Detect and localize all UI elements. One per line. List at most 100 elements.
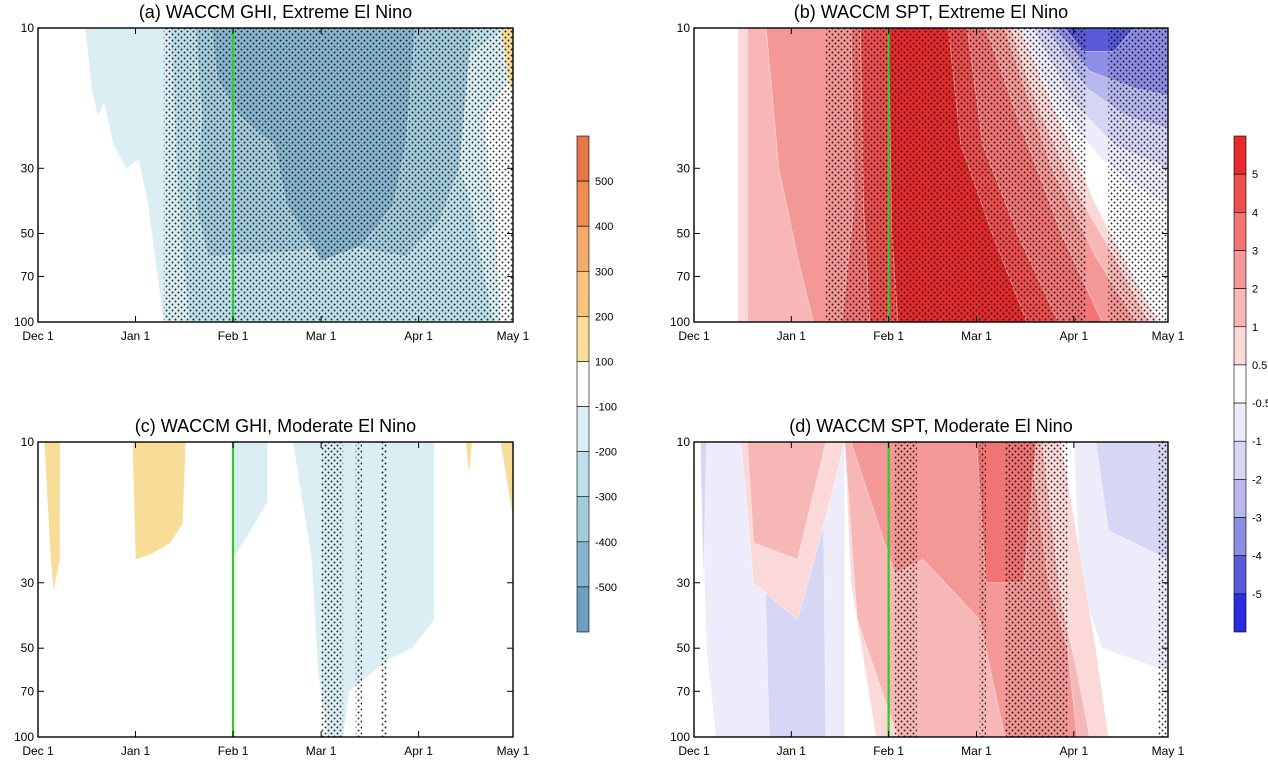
colorbar-box [1233,593,1247,633]
colorbar-box [576,316,590,362]
x-tick-label: Apr 1 [1059,329,1088,343]
y-tick-label: 10 [21,21,35,35]
x-tick-label: Mar 1 [306,744,337,758]
plot-frame [37,27,514,323]
x-tick-label: May 1 [497,329,530,343]
significance-stipple [1004,442,1068,737]
x-tick-label: Mar 1 [961,329,992,343]
y-tick-label: 30 [21,576,35,590]
colorbar-box [1233,364,1247,404]
significance-stipple [163,28,513,322]
x-tick-label: Apr 1 [404,744,433,758]
y-tick-label: 50 [21,641,35,655]
y-tick-label: 70 [21,684,35,698]
y-tick-label: 50 [677,226,691,240]
colorbar-label: 200 [595,311,613,323]
contour-region [1095,442,1168,560]
colorbar-box [576,225,590,272]
x-tick-label: Apr 1 [1059,744,1088,758]
colorbar-label: 3 [1252,245,1258,257]
colorbar-label: -0.5 [1252,398,1268,410]
colorbar-label: 2 [1252,284,1258,296]
colorbar-label: 0.5 [1252,360,1267,372]
x-tick-label: Feb 1 [218,329,249,343]
colorbar-label: -100 [595,402,617,414]
plot-frame [693,441,1169,738]
colorbar-label: 500 [595,176,613,188]
colorbar-box [1233,326,1247,366]
y-tick-label: 30 [21,161,35,175]
plot-frame [693,27,1169,323]
plot-area [84,28,513,322]
colorbar-label: -1 [1252,436,1262,448]
ghi-colorbar: 500 400 300 200 100 -100 -200 -300 -400 -500 [576,135,617,633]
colorbar-label: -200 [595,447,617,459]
significance-stipple [321,442,344,737]
y-tick-label: 50 [21,226,35,240]
colorbar-label: -5 [1252,589,1262,601]
significance-stipple [1108,28,1168,322]
colorbar-box [1233,517,1247,556]
colorbar-box [1233,250,1247,289]
colorbar-label: 1 [1252,322,1258,334]
x-tick-label: May 1 [1152,744,1185,758]
colorbar-label: 100 [595,356,613,368]
colorbar-box [1233,173,1247,213]
colorbar-box [576,496,590,543]
significance-stipple [825,28,1087,322]
y-tick-label: 70 [21,269,35,283]
colorbar-label: 4 [1252,207,1258,219]
x-tick-label: May 1 [1152,329,1185,343]
y-tick-label: 70 [677,269,691,283]
x-tick-label: Jan 1 [121,744,151,758]
colorbar-box [576,270,590,317]
colorbar-box [576,586,590,633]
colorbar-box [576,451,590,498]
significance-stipple [1158,442,1168,737]
x-tick-label: Dec 1 [22,744,54,758]
x-tick-label: Apr 1 [404,329,433,343]
colorbar-label: -2 [1252,474,1262,486]
colorbar-box [1233,555,1247,595]
colorbar-label: -300 [595,492,617,504]
colorbar-label: -4 [1252,551,1262,563]
colorbar-box [1233,440,1247,480]
plot-area [737,28,1168,322]
panel-title: (d) WACCM SPT, Moderate El Nino [789,416,1072,436]
colorbar-box [576,541,590,588]
x-tick-label: Mar 1 [306,329,337,343]
colorbar-box [576,361,590,407]
significance-stipple [894,442,917,737]
y-tick-label: 30 [677,161,691,175]
x-tick-label: Dec 1 [678,744,710,758]
colorbar-label: 300 [595,266,613,278]
x-tick-label: Jan 1 [777,329,807,343]
contour-region [132,442,187,560]
panel-title: (c) WACCM GHI, Moderate El Nino [135,416,416,436]
x-tick-label: Jan 1 [777,744,807,758]
colorbar-box [1233,479,1247,518]
x-tick-label: Jan 1 [121,329,151,343]
colorbar-box [1233,402,1247,442]
y-tick-label: 30 [677,576,691,590]
colorbar-label: -500 [595,582,617,594]
y-tick-label: 100 [14,730,34,744]
y-tick-label: 50 [677,641,691,655]
contour-region [500,442,513,518]
colorbar-box [1233,288,1247,328]
plot-frame [37,441,514,738]
y-tick-label: 100 [670,315,690,329]
significance-stipple [380,442,388,737]
y-tick-label: 10 [21,435,35,449]
panel-title: (a) WACCM GHI, Extreme El Nino [139,2,412,22]
contour-region [465,442,473,476]
panel-title: (b) WACCM SPT, Extreme El Nino [794,2,1068,22]
x-tick-label: Dec 1 [678,329,710,343]
y-tick-label: 70 [677,684,691,698]
colorbar-label: -3 [1252,513,1262,525]
